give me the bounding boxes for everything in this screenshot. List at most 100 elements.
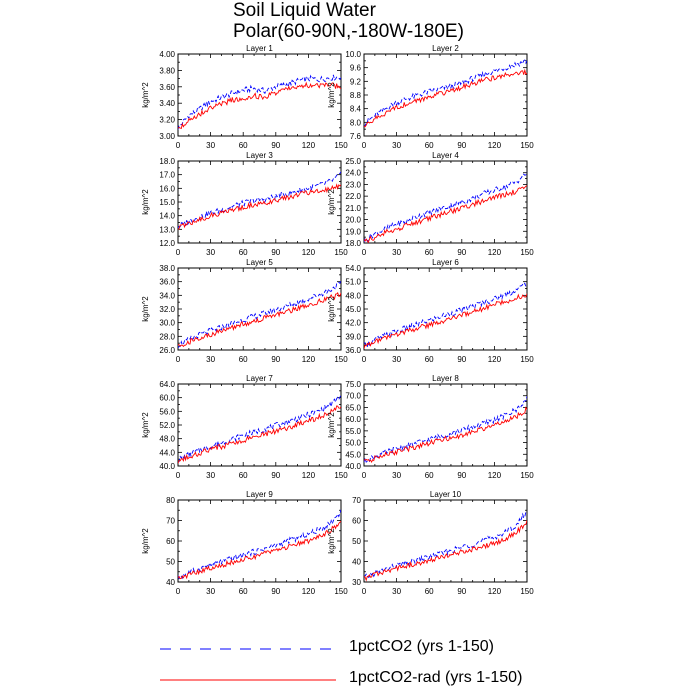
y-tick-label: 55.0 [345,427,361,436]
y-tick-label: 48.0 [159,435,175,444]
series-1pctco2-rad [178,520,341,580]
x-tick-label: 60 [425,587,434,596]
series-1pctco2 [364,59,527,128]
x-tick-label: 150 [334,355,348,364]
y-tick-label: 18.0 [345,239,361,248]
series-1pctco2 [178,280,341,349]
x-tick-label: 30 [392,355,401,364]
x-tick-label: 120 [302,141,316,150]
y-tick-label: 20.0 [345,216,361,225]
x-tick-label: 30 [392,248,401,257]
series-1pctco2 [364,171,527,243]
x-tick-label: 30 [392,587,401,596]
panel-title: Layer 1 [246,44,273,53]
y-axis-label: kg/m^2 [327,296,336,322]
panel-layer-9: Layer 9 0 30 60 90 120 150 40 50 60 70 80 kg/m^2 [141,490,348,596]
x-tick-label: 0 [362,471,367,480]
y-tick-label: 60.0 [345,415,361,424]
y-tick-label: 40 [352,558,361,567]
series-1pctco2-rad [364,293,527,349]
y-tick-label: 51.0 [345,278,361,287]
y-tick-label: 44.0 [159,448,175,457]
y-tick-label: 70 [166,517,175,526]
x-tick-label: 0 [176,471,181,480]
y-tick-label: 52.0 [159,421,175,430]
series-1pctco2-rad [178,292,341,348]
x-tick-label: 60 [425,248,434,257]
x-tick-label: 0 [176,141,181,150]
x-tick-label: 30 [206,248,215,257]
x-tick-label: 0 [176,587,181,596]
panel-layer-6: Layer 60 30 60 90 120 15036.039.042.045.048.0… [327,258,534,364]
x-tick-label: 120 [488,248,502,257]
plot-frame [177,160,342,244]
y-tick-label: 3.20 [159,116,175,125]
y-tick-label: 42.0 [345,319,361,328]
x-tick-label: 0 [176,355,181,364]
series-1pctco2-rad [364,185,527,243]
x-tick-label: 90 [457,587,466,596]
y-tick-label: 9.6 [350,64,362,73]
panel-title: Layer 6 [432,258,459,267]
y-tick-label: 39.0 [345,332,361,341]
series-1pctco2-rad [364,406,527,463]
x-tick-label: 60 [425,355,434,364]
y-tick-label: 50.0 [345,439,361,448]
x-tick-label: 30 [206,355,215,364]
y-tick-label: 30.0 [159,319,175,328]
y-tick-label: 12.0 [159,239,175,248]
x-tick-label: 0 [176,248,181,257]
y-tick-label: 50 [352,537,361,546]
y-tick-label: 3.60 [159,83,175,92]
y-tick-label: 22.0 [345,192,361,201]
panel-layer-8: Layer 80 30 60 90 120 15040.045.050.055.060.0… [327,374,534,480]
x-tick-label: 120 [488,587,502,596]
plot-frame [363,160,528,244]
y-tick-label: 36.0 [345,346,361,355]
y-tick-label: 45.0 [345,450,361,459]
plot-frame [363,267,528,351]
y-tick-label: 48.0 [345,291,361,300]
x-tick-label: 90 [271,587,280,596]
y-axis-label: kg/m^2 [141,528,150,554]
y-tick-label: 60.0 [159,394,175,403]
x-tick-label: 120 [302,355,316,364]
y-tick-label: 64.0 [159,380,175,389]
y-tick-label: 50 [166,558,175,567]
y-tick-label: 18.0 [159,157,175,166]
x-tick-label: 120 [302,471,316,480]
x-tick-label: 120 [488,471,502,480]
plot-frame [363,53,528,137]
x-tick-label: 150 [520,355,534,364]
x-tick-label: 60 [239,355,248,364]
x-tick-label: 120 [302,587,316,596]
x-tick-label: 90 [271,248,280,257]
panel-layer-2: Layer 20 30 60 90 120 1507.68.08.48.89.29.610… [327,44,534,150]
y-tick-label: 25.0 [345,157,361,166]
panel-title: Layer 4 [432,151,459,160]
y-tick-label: 36.0 [159,278,175,287]
y-tick-label: 32.0 [159,305,175,314]
y-tick-label: 40.0 [345,462,361,471]
x-tick-label: 60 [239,471,248,480]
x-tick-label: 90 [457,141,466,150]
x-tick-label: 30 [392,471,401,480]
y-tick-label: 16.0 [159,184,175,193]
x-tick-label: 120 [302,248,316,257]
y-tick-label: 80 [166,496,175,505]
series-1pctco2 [364,396,527,463]
y-axis-label: kg/m^2 [327,412,336,438]
panel-layer-5: Layer 5 0 30 60 90 120 150 26.0 28.0 30.0 32.0 34.0… [141,258,348,364]
panel-title: Layer 5 [246,258,273,267]
y-tick-label: 45.0 [345,305,361,314]
y-tick-label: 26.0 [159,346,175,355]
series-1pctco2-rad [364,520,527,582]
series-1pctco2-rad [178,81,341,130]
series-1pctco2-rad [178,405,341,464]
x-tick-label: 90 [457,248,466,257]
y-tick-label: 40 [166,578,175,587]
y-tick-label: 15.0 [159,198,175,207]
series-1pctco2 [364,282,527,348]
y-tick-label: 19.0 [345,227,361,236]
